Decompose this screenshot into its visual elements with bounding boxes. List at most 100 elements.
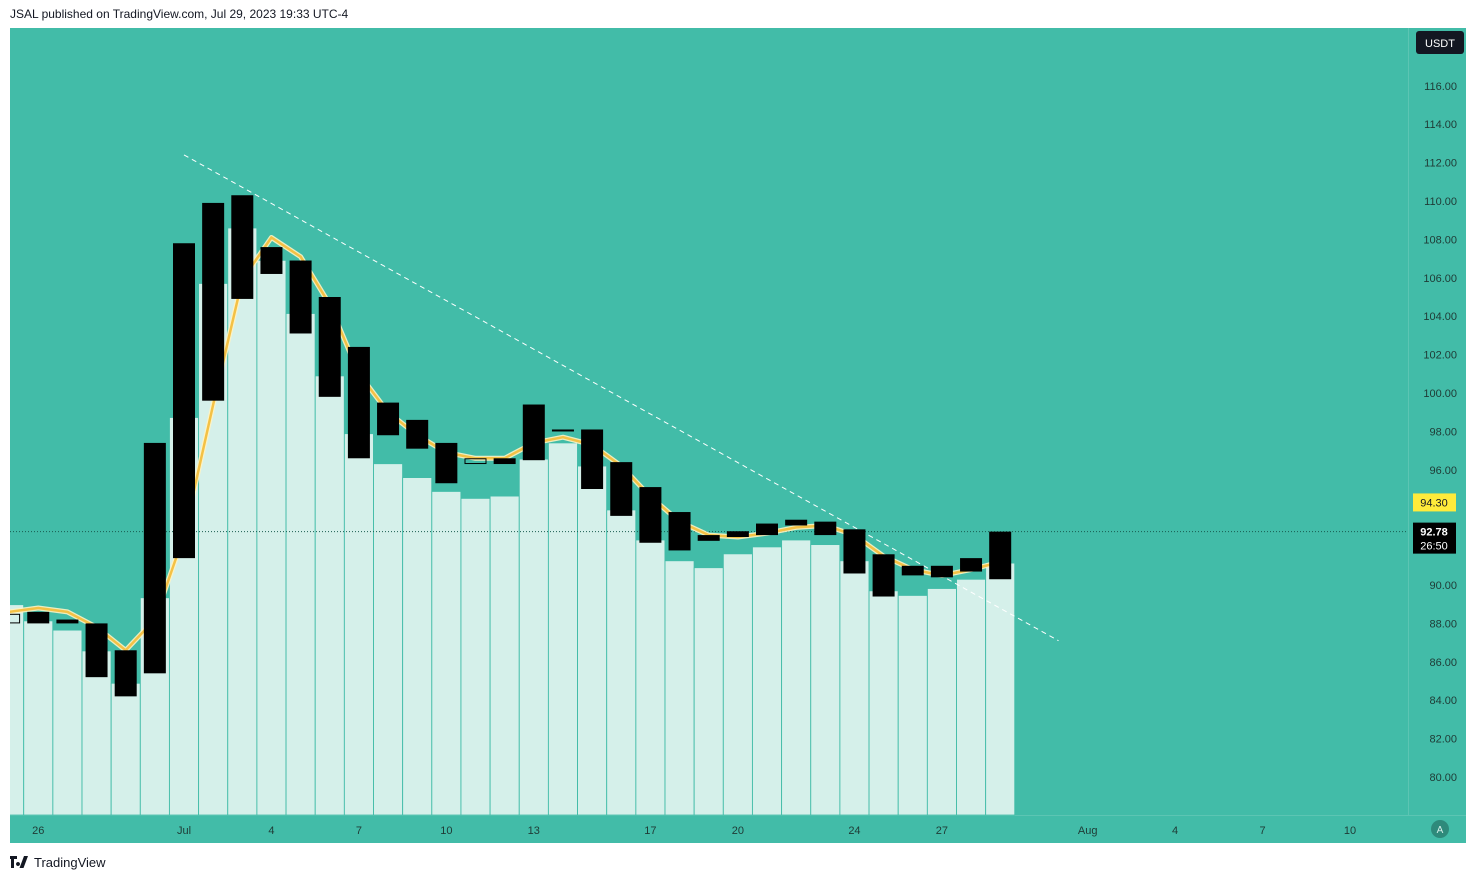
- candle-body-bullish[interactable]: [726, 531, 749, 537]
- descending-trendline[interactable]: [183, 154, 1059, 642]
- volume-bar: [489, 495, 520, 816]
- volume-bar: [752, 546, 782, 816]
- candle-body-bullish[interactable]: [901, 565, 924, 576]
- candle-body-bullish[interactable]: [551, 429, 574, 432]
- ma-price-label: 94.30: [1420, 497, 1448, 509]
- candle-body-bullish[interactable]: [406, 419, 429, 449]
- volume-bar: [664, 560, 695, 816]
- candle-body-bullish[interactable]: [85, 623, 108, 678]
- candle-body-bullish[interactable]: [639, 487, 662, 543]
- candle-body-bullish[interactable]: [785, 519, 808, 526]
- time-tick-label: 10: [1344, 825, 1356, 837]
- price-tick-label: 114.00: [1424, 119, 1457, 131]
- volume-bar: [548, 442, 578, 816]
- footer-branding: TradingView: [10, 852, 106, 872]
- volume-bar: [373, 463, 403, 816]
- bar-countdown-label: 26:50: [1420, 541, 1448, 553]
- candle-body-bearish[interactable]: [464, 458, 487, 465]
- time-tick-label: 4: [268, 825, 274, 837]
- price-tick-label: 86.00: [1429, 657, 1457, 669]
- time-tick-label: 27: [936, 825, 948, 837]
- price-tick-label: 112.00: [1424, 158, 1457, 170]
- candle-body-bullish[interactable]: [202, 202, 225, 401]
- auto-scale-label: A: [1437, 825, 1444, 836]
- candle-body-bullish[interactable]: [610, 462, 633, 516]
- auto-scale-button[interactable]: [1431, 820, 1449, 838]
- price-tick-label: 90.00: [1429, 580, 1457, 592]
- last-price-badge: [1413, 522, 1456, 554]
- candle-body-bullish[interactable]: [318, 297, 341, 397]
- volume-bar: [343, 433, 374, 816]
- volume-bar: [839, 560, 870, 816]
- volume-bar: [402, 477, 433, 816]
- time-tick-label: 13: [528, 825, 540, 837]
- price-scale-panel[interactable]: [1408, 28, 1466, 843]
- price-tick-label: 104.00: [1423, 311, 1457, 323]
- volume-bar: [518, 458, 549, 816]
- tradingview-brand-label: TradingView: [34, 854, 106, 870]
- publish-info: JSAL published on TradingView.com, Jul 2…: [10, 7, 349, 21]
- volume-bar: [985, 562, 1016, 816]
- candle-body-bullish[interactable]: [143, 442, 166, 674]
- candle-body-bullish[interactable]: [697, 535, 720, 541]
- candle-body-bullish[interactable]: [872, 554, 895, 597]
- volume-bar: [23, 620, 54, 816]
- time-tick-label: 10: [440, 825, 452, 837]
- price-tick-label: 108.00: [1423, 234, 1457, 246]
- candle-body-bullish[interactable]: [260, 247, 283, 274]
- last-price-label: 92.78: [1420, 527, 1448, 539]
- candle-body-bearish[interactable]: [10, 613, 21, 624]
- price-tick-label: 82.00: [1429, 734, 1457, 746]
- candle-body-bullish[interactable]: [347, 346, 370, 459]
- candle-body-bullish[interactable]: [493, 458, 516, 465]
- candle-body-bullish[interactable]: [435, 442, 458, 484]
- price-chart[interactable]: 116.00 114.00 112.00 110.00 108.00 106.00 104.…: [10, 28, 1466, 843]
- candle-body-bullish[interactable]: [173, 243, 195, 559]
- price-tick-label: 88.00: [1429, 618, 1457, 630]
- time-tick-label: Aug: [1078, 825, 1098, 837]
- price-tick-label: 98.00: [1429, 426, 1457, 438]
- currency-badge-label: USDT: [1425, 38, 1455, 50]
- candle-body-bullish[interactable]: [843, 529, 866, 574]
- volume-bar: [10, 604, 25, 816]
- time-tick-label: Jul: [177, 825, 191, 837]
- currency-badge[interactable]: [1416, 31, 1464, 54]
- candle-body-bullish[interactable]: [289, 260, 312, 334]
- volume-bar: [693, 567, 724, 816]
- candle-body-bullish[interactable]: [756, 523, 778, 536]
- volume-bar: [577, 465, 607, 816]
- candle-body-bullish[interactable]: [814, 521, 837, 536]
- candle-body-bullish[interactable]: [231, 195, 254, 299]
- time-tick-label: 26: [32, 825, 44, 837]
- candle-body-bullish[interactable]: [581, 429, 604, 489]
- candle-body-bullish[interactable]: [56, 619, 79, 624]
- volume-bar: [52, 629, 83, 816]
- candle-body-bullish[interactable]: [989, 531, 1012, 580]
- volume-bar: [256, 259, 287, 816]
- volume-bar: [431, 491, 462, 816]
- candle-body-bullish[interactable]: [377, 402, 400, 436]
- tradingview-logo-icon: [10, 856, 28, 868]
- volume-bar: [956, 578, 986, 816]
- candle-body-bullish[interactable]: [930, 565, 953, 578]
- candle-body-bullish[interactable]: [522, 404, 545, 461]
- volume-bar: [927, 588, 957, 816]
- candle-body-bullish[interactable]: [668, 512, 691, 551]
- time-tick-label: 7: [356, 825, 362, 837]
- volume-bar: [810, 544, 841, 816]
- volume-bar: [285, 313, 316, 816]
- price-tick-label: 102.00: [1423, 350, 1457, 362]
- candle-body-bullish[interactable]: [960, 558, 983, 572]
- chart-area[interactable]: 116.00 114.00 112.00 110.00 108.00 106.00 104.…: [10, 28, 1466, 843]
- time-tick-label: 17: [644, 825, 656, 837]
- ma-price-badge: [1413, 493, 1456, 512]
- volume-bar: [781, 539, 812, 816]
- volume-bar: [460, 497, 491, 816]
- volume-bar: [897, 595, 928, 816]
- volume-bar: [635, 539, 666, 816]
- volume-bar: [868, 590, 899, 816]
- candle-body-bullish[interactable]: [27, 611, 50, 624]
- volume-bar: [606, 509, 637, 816]
- candle-body-bullish[interactable]: [114, 650, 137, 697]
- price-tick-label: 100.00: [1423, 388, 1457, 400]
